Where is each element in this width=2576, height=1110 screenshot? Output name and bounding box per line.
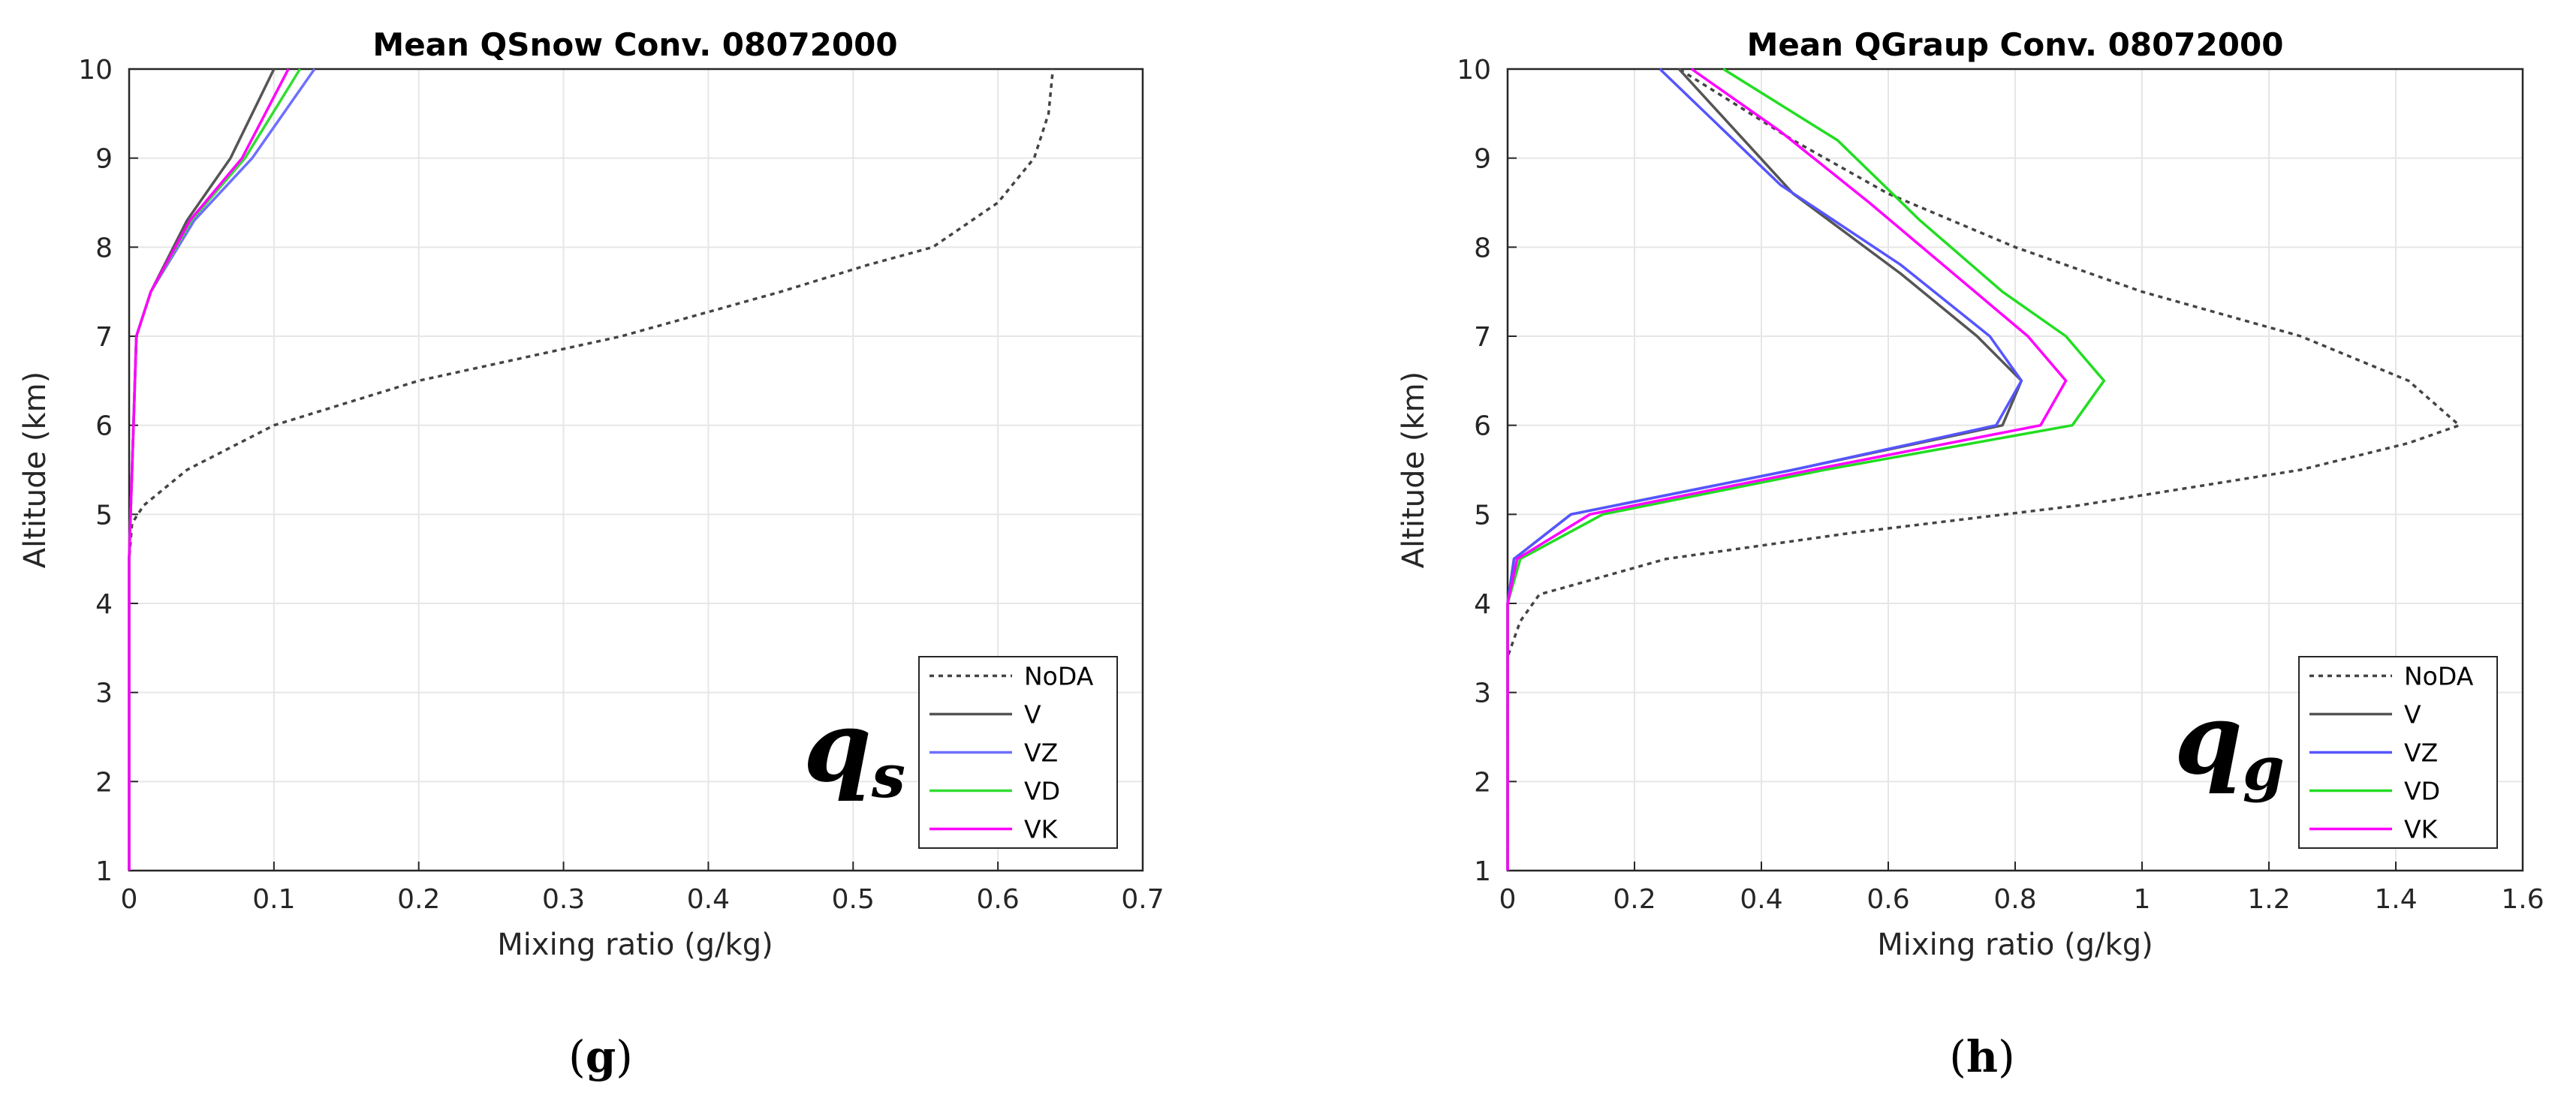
variable-label: qg — [2174, 681, 2285, 804]
y-tick-label: 1 — [95, 856, 113, 887]
x-tick-label: 0.6 — [1866, 884, 1909, 915]
panel-letter: h — [1966, 1031, 1998, 1082]
x-tick-label: 0.2 — [397, 884, 440, 915]
variable-label-subscript: s — [871, 741, 905, 811]
series-line-vd — [1506, 68, 2106, 871]
variable-label-main: q — [2174, 681, 2243, 796]
variable-label-subscript: g — [2243, 733, 2285, 804]
legend: NoDA V VZ VD VK — [2298, 656, 2498, 849]
y-tick-label: 6 — [95, 411, 113, 442]
x-tick-label: 0.2 — [1613, 884, 1656, 915]
legend-label-vk: VK — [2404, 815, 2439, 844]
y-axis-label: Altitude (km) — [1396, 372, 1431, 568]
x-tick-label: 0 — [1499, 884, 1517, 915]
chart-panel-g: 0 0.1 0.2 0.3 0.4 0.5 0.6 0.7 1 2 3 4 5 6 7 8 9 10 Mean QS… — [18, 26, 1164, 1082]
y-tick-label: 4 — [95, 589, 113, 620]
x-tick-label: 0.7 — [1121, 884, 1164, 915]
y-tick-label: 1 — [1474, 856, 1491, 887]
x-tick-label: 1.6 — [2501, 884, 2544, 915]
legend-label-v: V — [1024, 700, 1041, 729]
y-tick-label: 8 — [1474, 233, 1491, 263]
x-axis-label: Mixing ratio (g/kg) — [497, 928, 773, 962]
y-tick-label: 3 — [1474, 678, 1491, 709]
y-tick-label: 8 — [95, 233, 113, 263]
x-axis-label: Mixing ratio (g/kg) — [1877, 928, 2153, 962]
y-tick-label: 7 — [95, 322, 113, 353]
x-tick-label: 1.2 — [2247, 884, 2290, 915]
axes-box — [128, 68, 1144, 872]
y-tick-label: 6 — [1474, 411, 1491, 442]
y-tick-label: 3 — [95, 678, 113, 709]
legend-label-vd: VD — [1024, 777, 1060, 806]
chart-title: Mean QSnow Conv. 08072000 — [372, 26, 897, 63]
legend-label-v: V — [2404, 700, 2421, 729]
legend-label-noda: NoDA — [2404, 662, 2474, 691]
x-tick-label: 0 — [121, 884, 138, 915]
y-tick-label: 4 — [1474, 589, 1491, 620]
y-tick-label: 2 — [1474, 767, 1491, 798]
y-tick-label: 10 — [78, 55, 113, 86]
series-line-noda — [1506, 68, 2461, 871]
chart-title: Mean QGraup Conv. 08072000 — [1747, 26, 2284, 63]
y-axis-label: Altitude (km) — [18, 372, 53, 568]
x-tick-label: 0.8 — [1993, 884, 2036, 915]
y-tick-label: 7 — [1474, 322, 1491, 353]
y-tick-label: 5 — [95, 500, 113, 531]
x-tick-label: 1.4 — [2374, 884, 2417, 915]
legend-label-noda: NoDA — [1024, 662, 1094, 691]
series-line-vk — [128, 68, 290, 871]
legend-label-vk: VK — [1024, 815, 1059, 844]
legend: NoDA V VZ VD VK — [918, 656, 1118, 849]
legend-label-vz: VZ — [1024, 738, 1058, 768]
legend-label-vz: VZ — [2404, 738, 2438, 768]
panel-label: (h) — [1949, 1031, 2014, 1082]
panel-label: (g) — [568, 1031, 633, 1082]
x-tick-label: 0.1 — [252, 884, 295, 915]
x-tick-label: 0.4 — [1740, 884, 1782, 915]
x-tick-label: 1 — [2134, 884, 2151, 915]
y-tick-label: 5 — [1474, 500, 1491, 531]
panel-letter: g — [586, 1031, 616, 1082]
x-tick-label: 0.3 — [542, 884, 585, 915]
legend-label-vd: VD — [2404, 777, 2440, 806]
y-tick-label: 9 — [95, 144, 113, 175]
y-tick-label: 2 — [95, 767, 113, 798]
variable-label-main: q — [803, 689, 872, 804]
x-tick-label: 0.4 — [687, 884, 730, 915]
series-line-vk — [1506, 68, 2068, 871]
chart-panel-h: 0 0.2 0.4 0.6 0.8 1 1.2 1.4 1.6 1 2 3 4 5 6 7 8 9 10 Mean Q… — [1396, 26, 2544, 1082]
y-tick-label: 10 — [1457, 55, 1491, 86]
x-tick-label: 0.6 — [977, 884, 1020, 915]
series-line-noda — [128, 68, 1055, 871]
y-tick-label: 9 — [1474, 144, 1491, 175]
x-tick-label: 0.5 — [832, 884, 875, 915]
variable-label: qs — [803, 689, 905, 811]
series-line-vz — [1506, 68, 2023, 871]
